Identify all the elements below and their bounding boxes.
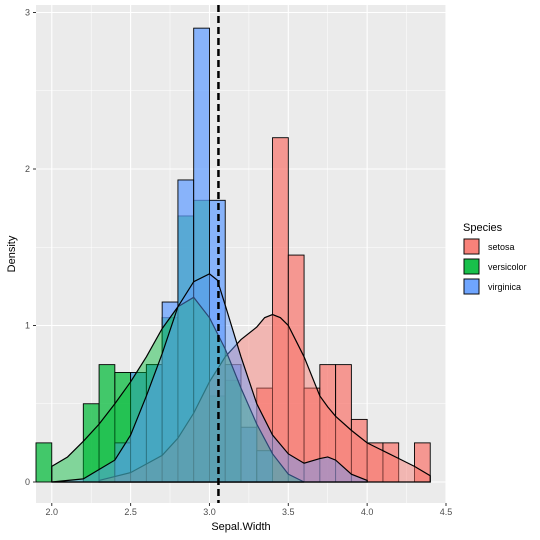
density-curve-setosa [98,313,431,483]
legend-title: Species [463,222,503,234]
histogram-bars [35,27,431,483]
y-tick-label: 2 [25,164,30,174]
y-tick-label: 0 [25,477,30,487]
legend-swatch-versicolor [463,258,480,275]
x-tick-label: 3.0 [203,507,216,517]
x-tick-label: 4.5 [440,507,453,517]
legend-swatch-setosa [463,238,480,255]
legend-label-setosa: setosa [488,242,515,252]
x-tick-label: 3.5 [282,507,295,517]
legend-label-virginica: virginica [488,282,521,292]
legend-label-versicolor: versicolor [488,262,527,272]
y-axis-title: Density [6,235,18,272]
density-curve-virginica [51,273,368,483]
y-tick-label: 3 [25,8,30,18]
legend-items: setosa versicolor virginica [463,238,527,295]
x-tick-label: 2.0 [46,507,59,517]
histogram-bar-versicolor [35,442,53,483]
y-axis-ticks: 0 1 2 3 [25,8,36,487]
x-tick-label: 4.0 [361,507,374,517]
x-tick-label: 2.5 [124,507,137,517]
legend-swatch-virginica [463,278,480,295]
density-curves [51,273,431,483]
grid-lines [36,5,447,503]
y-tick-label: 1 [25,321,30,331]
x-axis-title: Sepal.Width [211,521,270,533]
legend: Species setosa versicolor virginica [463,222,527,295]
x-axis-ticks: 2.0 2.5 3.0 3.5 4.0 4.5 [46,503,453,517]
